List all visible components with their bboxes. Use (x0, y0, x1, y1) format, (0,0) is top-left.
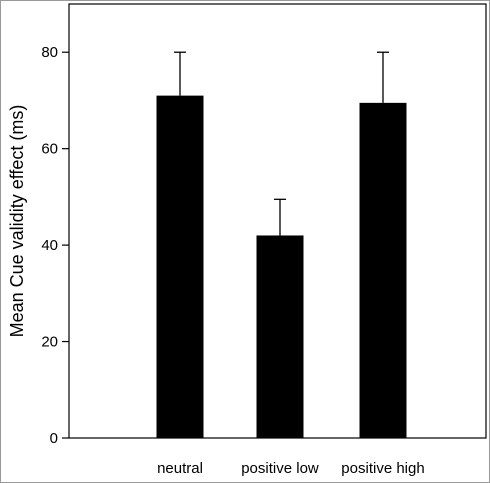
y-tick-label: 40 (41, 237, 58, 254)
y-tick-label: 80 (41, 44, 58, 61)
bar (156, 95, 204, 438)
y-tick-label: 20 (41, 334, 58, 351)
y-tick-label: 60 (41, 141, 58, 158)
bar (256, 235, 304, 438)
plot-area: 0 20 40 60 80 neutral positive low positive hig… (41, 3, 487, 477)
x-tick-label: neutral (157, 460, 203, 477)
y-axis-title: Mean Cue validity effect (ms) (7, 105, 27, 338)
y-tick-label: 0 (50, 430, 58, 447)
x-tick-label: positive low (241, 460, 319, 477)
x-tick-label: positive high (341, 460, 424, 477)
bar (359, 102, 407, 438)
